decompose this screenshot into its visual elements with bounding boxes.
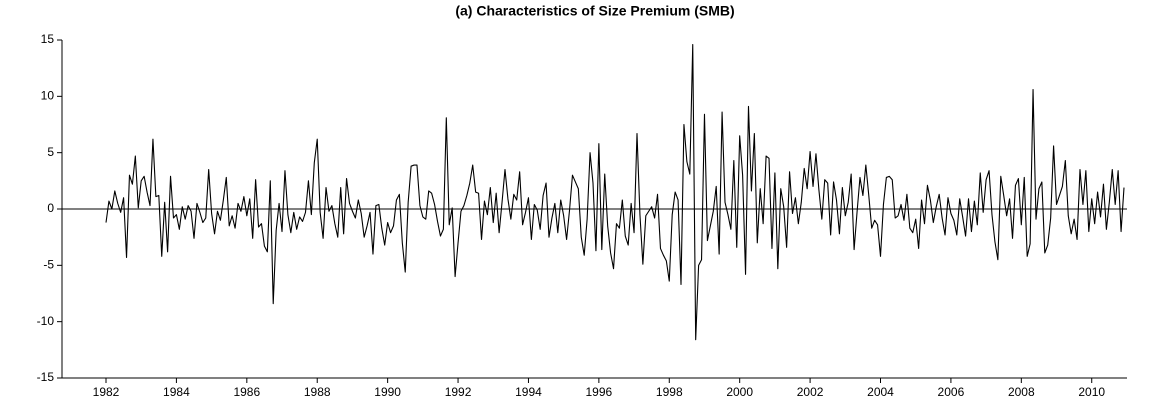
x-tick-label: 1996: [586, 385, 613, 399]
y-tick-label: 5: [47, 145, 54, 159]
x-tick-label: 1998: [656, 385, 683, 399]
x-tick-label: 2004: [867, 385, 894, 399]
x-tick-label: 2000: [726, 385, 753, 399]
y-tick-label: -10: [37, 314, 55, 328]
x-tick-label: 2008: [1008, 385, 1035, 399]
x-tick-label: 2002: [797, 385, 824, 399]
x-tick-label: 1988: [304, 385, 331, 399]
y-tick-label: 15: [41, 32, 55, 46]
x-tick-label: 1982: [93, 385, 120, 399]
y-tick-label: -15: [37, 370, 55, 384]
x-tick-label: 1992: [445, 385, 472, 399]
y-tick-label: 0: [47, 201, 54, 215]
chart-title: (a) Characteristics of Size Premium (SMB…: [455, 3, 734, 19]
y-tick-label: -5: [43, 258, 54, 272]
x-tick-label: 1990: [374, 385, 401, 399]
x-tick-label: 1994: [515, 385, 542, 399]
y-tick-label: 10: [41, 89, 55, 103]
x-tick-label: 2010: [1078, 385, 1105, 399]
data-line: [105, 43, 1125, 341]
x-tick-label: 2006: [938, 385, 965, 399]
x-tick-label: 1984: [163, 385, 190, 399]
x-tick-label: 1986: [233, 385, 260, 399]
